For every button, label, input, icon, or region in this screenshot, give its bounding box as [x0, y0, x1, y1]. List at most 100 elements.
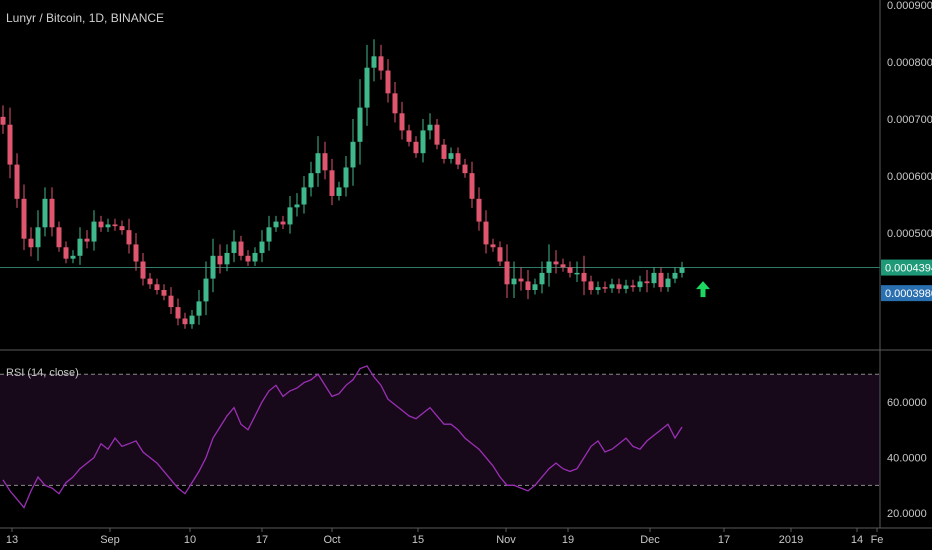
candle-body[interactable]	[616, 284, 622, 289]
candle-body[interactable]	[525, 281, 531, 290]
candle-body[interactable]	[546, 261, 552, 273]
candle-body[interactable]	[0, 116, 6, 125]
candle-body[interactable]	[21, 198, 27, 239]
candle-body[interactable]	[644, 281, 650, 284]
candle-body[interactable]	[651, 272, 657, 284]
candle-body[interactable]	[504, 261, 510, 285]
candle-body[interactable]	[77, 238, 83, 256]
candle-body[interactable]	[35, 227, 41, 248]
candle-body[interactable]	[406, 130, 412, 142]
candle-body[interactable]	[511, 278, 517, 285]
candle-body[interactable]	[196, 301, 202, 316]
candle-body[interactable]	[420, 130, 426, 154]
candle-body[interactable]	[658, 272, 664, 288]
candle-body[interactable]	[630, 285, 636, 288]
candle-body[interactable]	[483, 221, 489, 245]
candle-body[interactable]	[462, 164, 468, 174]
candle-body[interactable]	[588, 281, 594, 290]
candle-body[interactable]	[427, 124, 433, 131]
candle-body[interactable]	[595, 287, 601, 290]
candle-body[interactable]	[497, 247, 503, 262]
candle-body[interactable]	[357, 107, 363, 142]
candle-body[interactable]	[581, 272, 587, 282]
candle-body[interactable]	[441, 144, 447, 159]
candle-body[interactable]	[154, 284, 160, 290]
candle-body[interactable]	[168, 295, 174, 308]
candle-body[interactable]	[434, 124, 440, 145]
candle-body[interactable]	[49, 198, 55, 228]
candle-body[interactable]	[399, 113, 405, 131]
candle-body[interactable]	[364, 67, 370, 108]
candle-body[interactable]	[224, 252, 230, 265]
price-pane[interactable]	[0, 39, 880, 329]
candle-body[interactable]	[133, 244, 139, 262]
candle-body[interactable]	[539, 272, 545, 285]
candle-body[interactable]	[56, 227, 62, 248]
candle-body[interactable]	[259, 241, 265, 253]
candle-body[interactable]	[469, 173, 475, 199]
candle-body[interactable]	[315, 153, 321, 174]
candle-body[interactable]	[343, 167, 349, 188]
candle-body[interactable]	[294, 204, 300, 208]
candle-body[interactable]	[238, 241, 244, 256]
candle-body[interactable]	[350, 141, 356, 168]
candle-body[interactable]	[112, 224, 118, 227]
candle-body[interactable]	[203, 278, 209, 302]
candle-body[interactable]	[609, 284, 615, 289]
candle-body[interactable]	[217, 255, 223, 265]
candle-body[interactable]	[371, 56, 377, 68]
candle-body[interactable]	[182, 318, 188, 325]
candle-body[interactable]	[322, 153, 328, 171]
rsi-pane[interactable]	[0, 365, 880, 509]
candle-body[interactable]	[637, 281, 643, 288]
candle-body[interactable]	[84, 238, 90, 242]
candle-body[interactable]	[28, 238, 34, 248]
candle-body[interactable]	[308, 173, 314, 188]
candle-body[interactable]	[70, 255, 76, 259]
candle-body[interactable]	[98, 221, 104, 228]
candle-body[interactable]	[672, 272, 678, 279]
candle-body[interactable]	[273, 221, 279, 228]
candle-body[interactable]	[119, 226, 125, 231]
candle-body[interactable]	[602, 287, 608, 289]
candle-body[interactable]	[175, 307, 181, 319]
candle-body[interactable]	[455, 153, 461, 165]
candle-body[interactable]	[385, 70, 391, 94]
candle-body[interactable]	[126, 230, 132, 245]
candle-body[interactable]	[42, 198, 48, 228]
candle-body[interactable]	[518, 278, 524, 282]
candle-body[interactable]	[147, 278, 153, 285]
candle-body[interactable]	[91, 221, 97, 242]
candle-body[interactable]	[161, 290, 167, 296]
candle-body[interactable]	[574, 272, 580, 275]
candle-body[interactable]	[665, 278, 671, 288]
candle-body[interactable]	[245, 255, 251, 262]
candle-body[interactable]	[280, 221, 286, 225]
candle-body[interactable]	[378, 56, 384, 71]
candle-body[interactable]	[679, 267, 685, 273]
candle-body[interactable]	[532, 284, 538, 290]
candle-body[interactable]	[623, 285, 629, 289]
candle-body[interactable]	[140, 261, 146, 279]
candle-body[interactable]	[476, 198, 482, 222]
candle-body[interactable]	[105, 224, 111, 228]
candle-body[interactable]	[448, 153, 454, 159]
candle-body[interactable]	[189, 315, 195, 325]
candle-body[interactable]	[252, 252, 258, 262]
candle-body[interactable]	[7, 124, 13, 165]
candle-body[interactable]	[63, 247, 69, 259]
candle-body[interactable]	[413, 141, 419, 154]
candle-body[interactable]	[231, 241, 237, 253]
candle-body[interactable]	[392, 93, 398, 114]
candle-body[interactable]	[14, 164, 20, 199]
candle-body[interactable]	[287, 207, 293, 225]
candle-body[interactable]	[490, 244, 496, 248]
candle-body[interactable]	[301, 187, 307, 205]
candle-body[interactable]	[210, 255, 216, 279]
candle-body[interactable]	[567, 267, 573, 273]
candle-body[interactable]	[336, 187, 342, 196]
candle-body[interactable]	[560, 264, 566, 268]
candle-body[interactable]	[553, 261, 559, 265]
candle-body[interactable]	[329, 170, 335, 196]
